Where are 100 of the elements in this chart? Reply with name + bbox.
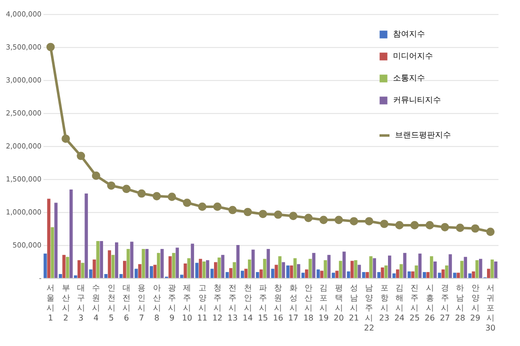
bar <box>434 262 437 278</box>
legend-label: 소통지수 <box>393 74 425 82</box>
bar <box>366 272 369 278</box>
bar <box>388 256 392 278</box>
x-tick-label: 대전시 6 <box>122 284 130 322</box>
point <box>137 189 146 198</box>
x-tick-label: 안양시 29 <box>470 284 480 322</box>
point <box>304 214 313 222</box>
x-tick-label: 수원시 4 <box>92 284 100 322</box>
bar <box>142 248 145 278</box>
bar <box>153 264 157 278</box>
bar <box>138 264 142 278</box>
bar <box>372 258 376 278</box>
x-tick-label: 광주시 9 <box>168 284 176 322</box>
x-tick-label: 성남시 21 <box>348 284 360 322</box>
point <box>182 198 192 207</box>
bar <box>256 272 260 278</box>
bar <box>202 262 206 278</box>
bar <box>266 248 270 278</box>
bar <box>260 269 263 278</box>
bar <box>282 262 286 278</box>
x-tick-label: 대구시 3 <box>76 284 85 322</box>
x-tick-label: 전주시 13 <box>227 284 238 322</box>
bar <box>172 252 176 278</box>
bar <box>100 241 104 278</box>
point <box>213 202 222 211</box>
bar <box>312 252 316 278</box>
point <box>107 181 116 190</box>
x-tick-label: 용인시 7 <box>138 284 146 322</box>
bar <box>396 269 400 278</box>
bar <box>62 254 66 278</box>
bar <box>271 268 274 278</box>
bar <box>221 254 224 278</box>
x-tick-label: 남양주시 22 <box>364 284 374 332</box>
legend-label: 커뮤니티지수 <box>393 96 441 104</box>
bar <box>320 270 324 278</box>
bar <box>456 272 460 278</box>
point <box>122 184 131 194</box>
bar <box>236 245 240 278</box>
bar <box>411 271 414 278</box>
bar <box>104 274 108 278</box>
bar <box>335 270 339 278</box>
point <box>62 134 70 143</box>
bar <box>442 269 445 278</box>
bar <box>324 260 327 278</box>
bar <box>218 258 221 278</box>
bar <box>195 262 198 278</box>
point <box>395 221 404 230</box>
bar <box>426 272 430 278</box>
x-tick-label: 평택시 20 <box>334 284 344 322</box>
bar <box>494 262 498 278</box>
bar <box>438 272 442 278</box>
bar <box>96 241 100 278</box>
bar <box>240 270 244 278</box>
bar <box>350 260 354 278</box>
x-tick-label: 파주시 15 <box>258 284 268 322</box>
bar <box>58 274 62 278</box>
bar <box>305 269 308 278</box>
bar <box>472 271 476 278</box>
bar <box>278 256 282 278</box>
bar <box>475 260 479 278</box>
bar <box>403 252 406 278</box>
bar <box>66 256 70 278</box>
bar <box>244 268 248 278</box>
bar <box>111 254 115 278</box>
bar <box>229 268 232 278</box>
bar <box>168 256 172 278</box>
x-tick-label: 김포시 19 <box>318 284 329 322</box>
x-tick-label: 화성시 17 <box>288 284 298 322</box>
x-tick-label: 서울시 1 <box>46 284 55 322</box>
bar <box>422 272 426 278</box>
bar <box>479 258 482 278</box>
bar <box>414 265 418 278</box>
bar <box>490 260 494 278</box>
bar <box>145 248 149 278</box>
bar <box>453 272 456 278</box>
bar <box>430 256 434 278</box>
point <box>258 210 268 218</box>
x-tick-label: 제주시 10 <box>182 284 192 322</box>
x-tick-label: 경주시 27 <box>440 284 450 322</box>
x-tick-label: 청주시 12 <box>212 284 223 322</box>
bar <box>392 273 396 278</box>
point <box>92 172 100 180</box>
bar <box>156 252 160 278</box>
bar <box>78 260 81 278</box>
x-tick-label: 고양시 11 <box>197 284 208 322</box>
point <box>152 192 161 200</box>
x-tick-label: 아산시 8 <box>152 284 161 322</box>
bar <box>50 227 54 278</box>
bar <box>47 198 50 278</box>
x-tick-label: 인천시 5 <box>107 284 116 322</box>
bar <box>190 244 194 278</box>
bar <box>464 256 468 278</box>
x-tick-label: 서귀포시 30 <box>485 284 496 332</box>
legend-label: 미디어지수 <box>393 52 433 60</box>
bar <box>301 272 305 278</box>
x-tick-label: 포항시 23 <box>379 284 390 322</box>
bar <box>369 256 372 278</box>
point <box>319 216 328 224</box>
bar <box>206 260 210 278</box>
